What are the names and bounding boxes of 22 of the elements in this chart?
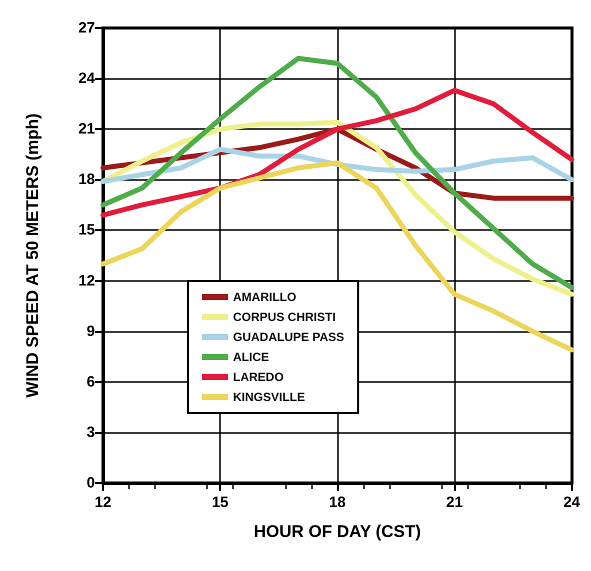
legend-label: KINGSVILLE: [233, 390, 306, 404]
legend-label: AMARILLO: [233, 290, 296, 304]
y-tick-label: 3: [86, 424, 95, 441]
y-tick-label: 12: [78, 272, 95, 290]
legend-label: GUADALUPE PASS: [233, 330, 344, 344]
y-tick-label: 15: [78, 222, 95, 239]
x-axis-title: HOUR OF DAY (CST): [254, 522, 421, 541]
x-tick-label: 24: [563, 494, 581, 511]
y-tick-label: 18: [78, 171, 95, 188]
x-tick-label: 21: [446, 494, 463, 511]
y-tick-label: 27: [78, 20, 95, 36]
y-tick-label: 9: [86, 322, 95, 340]
legend-label: LAREDO: [233, 370, 284, 384]
x-tick-label: 15: [212, 494, 229, 511]
y-tick-label: 21: [78, 120, 95, 138]
x-tick-label: 18: [328, 494, 346, 511]
legend-label: CORPUS CHRISTI: [233, 310, 336, 324]
y-axis-title: WIND SPEED AT 50 METERS (mph): [23, 113, 42, 398]
legend-label: ALICE: [233, 350, 269, 364]
y-tick-label: 0: [86, 474, 95, 492]
y-tick-label: 6: [86, 373, 95, 390]
y-tick-label: 24: [78, 70, 96, 88]
